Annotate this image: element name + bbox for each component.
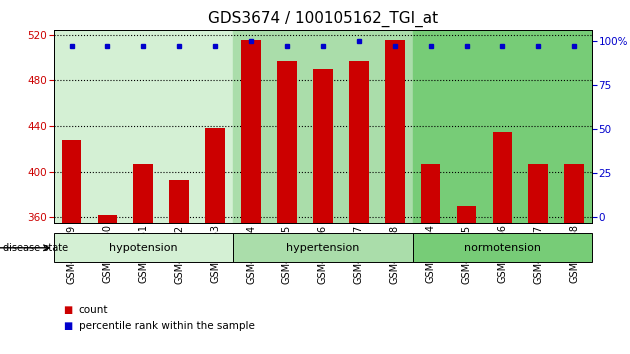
Bar — [54, 234, 233, 262]
Bar — [493, 132, 512, 223]
Bar — [134, 164, 153, 223]
Bar — [385, 40, 404, 223]
Text: hypotension: hypotension — [109, 243, 178, 253]
Bar — [241, 40, 261, 223]
Text: ■: ■ — [63, 321, 72, 331]
Text: count: count — [79, 305, 108, 315]
Bar — [54, 30, 233, 223]
Text: normotension: normotension — [464, 243, 541, 253]
Text: percentile rank within the sample: percentile rank within the sample — [79, 321, 255, 331]
Bar — [564, 164, 584, 223]
Title: GDS3674 / 100105162_TGI_at: GDS3674 / 100105162_TGI_at — [208, 11, 438, 27]
Bar — [313, 69, 333, 223]
Bar — [457, 206, 476, 223]
Bar — [421, 164, 440, 223]
Bar — [413, 30, 592, 223]
Bar — [62, 140, 81, 223]
Text: hypertension: hypertension — [286, 243, 360, 253]
Bar — [233, 30, 413, 223]
Bar — [98, 215, 117, 223]
Bar — [233, 234, 413, 262]
Bar — [169, 179, 189, 223]
Bar — [349, 61, 369, 223]
Text: ■: ■ — [63, 305, 72, 315]
Bar — [413, 234, 592, 262]
Bar — [529, 164, 548, 223]
Bar — [205, 128, 225, 223]
Bar — [277, 61, 297, 223]
Text: disease state: disease state — [3, 243, 68, 253]
